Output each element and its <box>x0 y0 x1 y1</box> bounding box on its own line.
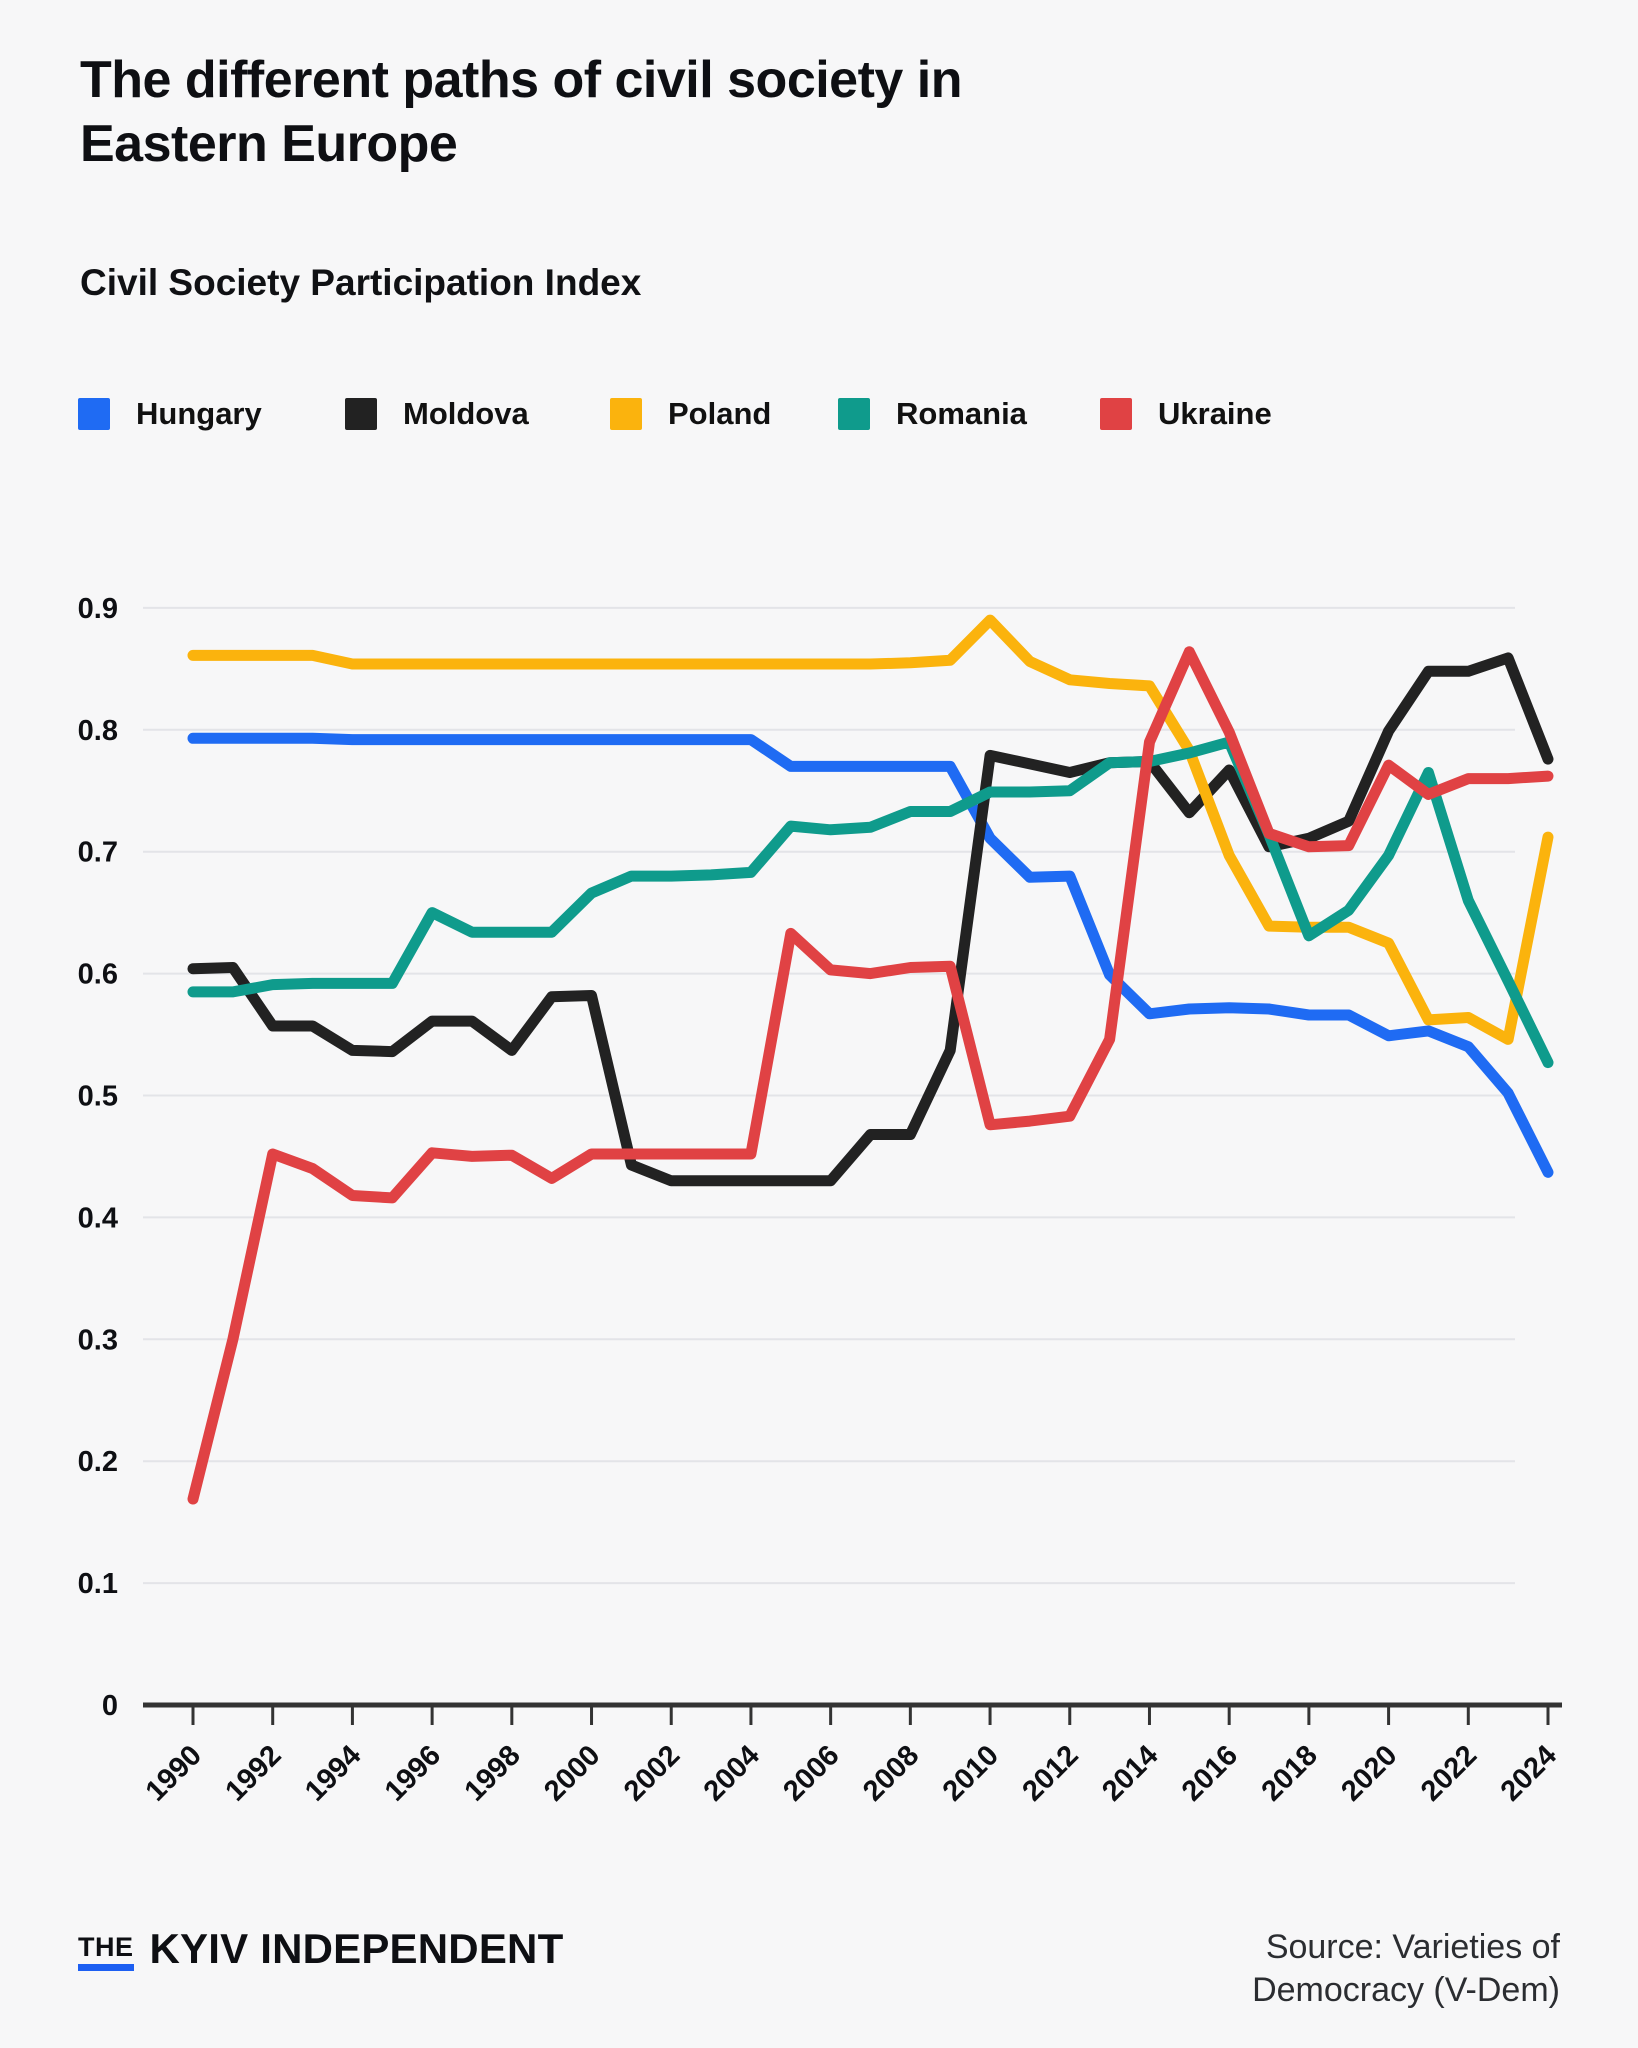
x-axis-label: 1992 <box>219 1739 287 1807</box>
legend-swatch-hungary <box>78 398 110 430</box>
y-axis-label: 0.2 <box>78 1446 118 1478</box>
x-axis-label: 1996 <box>379 1739 447 1807</box>
legend-swatch-romania <box>838 398 870 430</box>
gridlines <box>143 606 1515 1585</box>
legend-label: Romania <box>896 396 1027 431</box>
x-axis-label: 2024 <box>1495 1739 1563 1807</box>
logo-the: THE <box>78 1934 134 1971</box>
x-axis-label: 2018 <box>1256 1739 1324 1807</box>
x-axis-label: 2014 <box>1096 1739 1164 1807</box>
x-axis-label: 2006 <box>777 1739 845 1807</box>
legend: Hungary Moldova Poland Romania Ukraine <box>0 396 1638 436</box>
y-axis-labels: 0 0.1 0.2 0.3 0.4 0.5 0.6 0.7 0.8 0.9 <box>78 593 118 1722</box>
legend-swatch-moldova <box>345 398 377 430</box>
legend-item-hungary: Hungary <box>78 396 262 432</box>
y-axis-label: 0 <box>102 1690 118 1722</box>
x-axis-label: 2000 <box>538 1739 606 1807</box>
chart-subtitle: Civil Society Participation Index <box>80 262 642 303</box>
x-axis-label: 2016 <box>1176 1739 1244 1807</box>
y-axis-label: 0.1 <box>78 1568 118 1600</box>
y-axis-label: 0.7 <box>78 837 118 869</box>
x-axis-label: 2008 <box>857 1739 925 1807</box>
x-axis-label: 2002 <box>618 1739 686 1807</box>
legend-label: Ukraine <box>1158 396 1272 431</box>
legend-label: Poland <box>668 396 772 431</box>
y-axis-label: 0.5 <box>78 1081 118 1113</box>
source-credit: Source: Varieties of Democracy (V-Dem) <box>1252 1928 1560 2009</box>
kyiv-independent-logo: THE KYIV INDEPENDENT <box>78 1928 563 1971</box>
series-lines <box>187 614 1554 1505</box>
legend-item-romania: Romania <box>838 396 1027 432</box>
x-axis-label: 2020 <box>1335 1739 1403 1807</box>
x-axis-label: 1998 <box>459 1739 527 1807</box>
legend-swatch-poland <box>610 398 642 430</box>
legend-item-ukraine: Ukraine <box>1100 396 1272 432</box>
chart-title: The different paths of civil society in … <box>80 51 963 174</box>
y-axis-label: 0.3 <box>78 1324 118 1356</box>
legend-label: Moldova <box>403 396 529 431</box>
x-axis-label: 1994 <box>299 1739 367 1807</box>
legend-item-poland: Poland <box>610 396 771 432</box>
x-axis: 1990 1992 1994 1996 1998 2000 2002 2004 2006 2008… <box>140 1702 1563 1808</box>
x-axis-label: 2010 <box>937 1739 1005 1807</box>
x-axis-label: 2012 <box>1016 1739 1084 1807</box>
series-line-hungary <box>187 732 1554 1178</box>
series-line-ukraine <box>187 646 1554 1505</box>
x-axis-label: 1990 <box>140 1739 208 1807</box>
legend-label: Hungary <box>136 396 262 431</box>
series-line-romania <box>187 736 1554 1069</box>
y-axis-label: 0.4 <box>78 1202 118 1234</box>
legend-item-moldova: Moldova <box>345 396 529 432</box>
x-axis-label: 2022 <box>1415 1739 1483 1807</box>
logo-name: KYIV INDEPENDENT <box>149 1925 564 1972</box>
y-axis-label: 0.6 <box>78 959 118 991</box>
y-axis-label: 0.8 <box>78 715 118 747</box>
x-axis-label: 2004 <box>698 1739 766 1807</box>
legend-swatch-ukraine <box>1100 398 1132 430</box>
series-line-moldova <box>187 652 1554 1187</box>
y-axis-label: 0.9 <box>78 593 118 625</box>
